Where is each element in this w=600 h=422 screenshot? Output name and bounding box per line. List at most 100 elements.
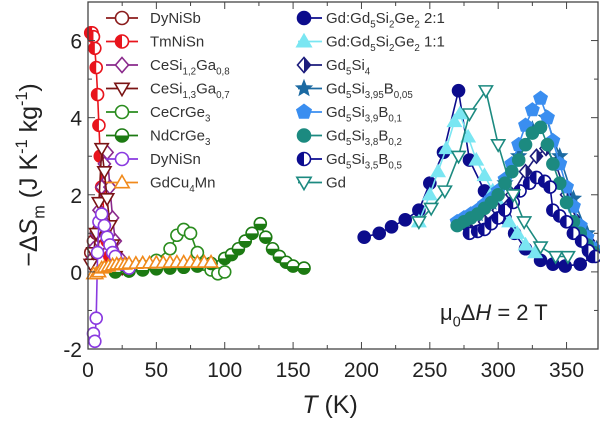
- data-point: [217, 265, 232, 279]
- data-point: [94, 207, 109, 221]
- text-segment: Gd: [326, 104, 346, 121]
- data-point: [97, 218, 112, 233]
- data-point: [588, 249, 600, 264]
- legend-label: CeSi1,2Ga0,8: [150, 57, 230, 78]
- text-segment: DyNiSb: [150, 10, 201, 27]
- data-point: [286, 259, 300, 273]
- text-segment: B: [378, 128, 388, 145]
- x-tick-label: 50: [145, 359, 168, 382]
- text-segment: 0: [453, 315, 461, 331]
- text-segment: Ga: [196, 57, 217, 74]
- text-segment: Gd: [326, 81, 346, 98]
- data-point: [90, 87, 105, 102]
- data-point: [566, 226, 581, 241]
- legend-label: Gd: [326, 175, 346, 192]
- legend-label: DyNiSn: [150, 151, 201, 168]
- text-segment: 2: [389, 43, 394, 54]
- data-point: [92, 118, 106, 133]
- text-segment: Ge: [394, 10, 414, 27]
- text-segment: 5: [346, 161, 352, 172]
- data-point: [238, 234, 253, 248]
- text-segment: B: [384, 81, 394, 98]
- text-segment: μ: [440, 300, 453, 325]
- text-segment: H: [475, 300, 491, 325]
- data-point: [524, 102, 540, 117]
- legend-marker: [296, 151, 312, 167]
- legend-item: Gd5Si3,5B0,5: [296, 151, 403, 172]
- data-point: [384, 219, 399, 234]
- text-segment: 1:1: [420, 34, 445, 51]
- data-point: [451, 105, 468, 120]
- x-axis-label: T (K): [302, 391, 358, 419]
- data-point: [190, 245, 205, 260]
- text-segment: 2: [389, 20, 394, 31]
- legend-marker: [113, 173, 131, 189]
- text-segment: 5: [346, 137, 352, 148]
- x-tick-label: 0: [82, 359, 94, 382]
- text-segment: 5: [346, 90, 352, 101]
- data-point: [476, 167, 493, 182]
- data-point: [527, 244, 544, 259]
- data-point: [90, 196, 107, 211]
- series-15: [410, 85, 576, 265]
- legend-marker: [296, 10, 312, 26]
- legend-item: Gd: [295, 175, 346, 192]
- series-14: [462, 170, 600, 264]
- text-segment: CeCrGe: [150, 104, 205, 121]
- y-axis-label: −ΔSm (J K-1 kg-1): [13, 83, 49, 267]
- data-point: [461, 108, 478, 123]
- x-tick-label: 100: [207, 359, 242, 382]
- data-point: [547, 250, 564, 265]
- text-segment: 3,5: [365, 161, 379, 172]
- data-point: [183, 226, 198, 241]
- data-point: [533, 90, 549, 105]
- legend-label: NdCrGe3: [150, 128, 210, 149]
- data-point: [438, 140, 455, 155]
- text-segment: 2: [414, 43, 419, 54]
- y-tick-label: 2: [70, 185, 82, 208]
- data-point: [89, 311, 104, 325]
- data-point: [517, 236, 534, 251]
- y-tick-label: 0: [70, 262, 82, 285]
- data-point: [86, 29, 101, 44]
- data-point: [516, 216, 533, 230]
- data-point: [88, 334, 102, 349]
- y-tick-label: 4: [70, 108, 82, 131]
- data-point: [532, 241, 549, 256]
- data-point: [297, 261, 311, 275]
- data-point: [573, 257, 588, 271]
- data-point: [511, 153, 526, 167]
- data-point: [90, 245, 105, 260]
- legend-marker: [113, 82, 131, 98]
- data-point: [203, 254, 220, 268]
- text-segment: 3: [205, 114, 210, 125]
- text-segment: Gd: [326, 128, 346, 145]
- legend-item: Gd5Si3,95B0,05: [294, 78, 414, 101]
- plot-frame: [87, 1, 599, 350]
- data-point: [529, 148, 544, 165]
- text-segment: Gd: [326, 57, 346, 74]
- data-point: [398, 213, 413, 227]
- text-segment: TmNiSn: [150, 34, 204, 51]
- data-point: [540, 137, 555, 152]
- legend-item: Gd5Si3,8B0,2: [296, 128, 402, 149]
- text-segment: 1,3: [183, 90, 197, 101]
- legend-marker: [295, 103, 313, 119]
- text-segment: 0,05: [394, 90, 414, 101]
- x-tick-label: 350: [549, 359, 584, 382]
- text-segment: Si: [376, 34, 389, 51]
- text-segment: Si: [351, 151, 364, 168]
- text-segment: 2: [414, 20, 419, 31]
- legend-marker: [114, 128, 130, 143]
- text-segment: ): [15, 83, 43, 91]
- text-segment: Si: [351, 128, 364, 145]
- x-tick-label: 250: [412, 359, 447, 382]
- text-segment: 5: [346, 114, 352, 125]
- data-point: [468, 151, 485, 166]
- y-tick-label: -2: [63, 339, 82, 362]
- data-point: [509, 225, 526, 239]
- data-point: [423, 202, 440, 217]
- legend-label: Gd5Si3,8B0,2: [326, 128, 402, 149]
